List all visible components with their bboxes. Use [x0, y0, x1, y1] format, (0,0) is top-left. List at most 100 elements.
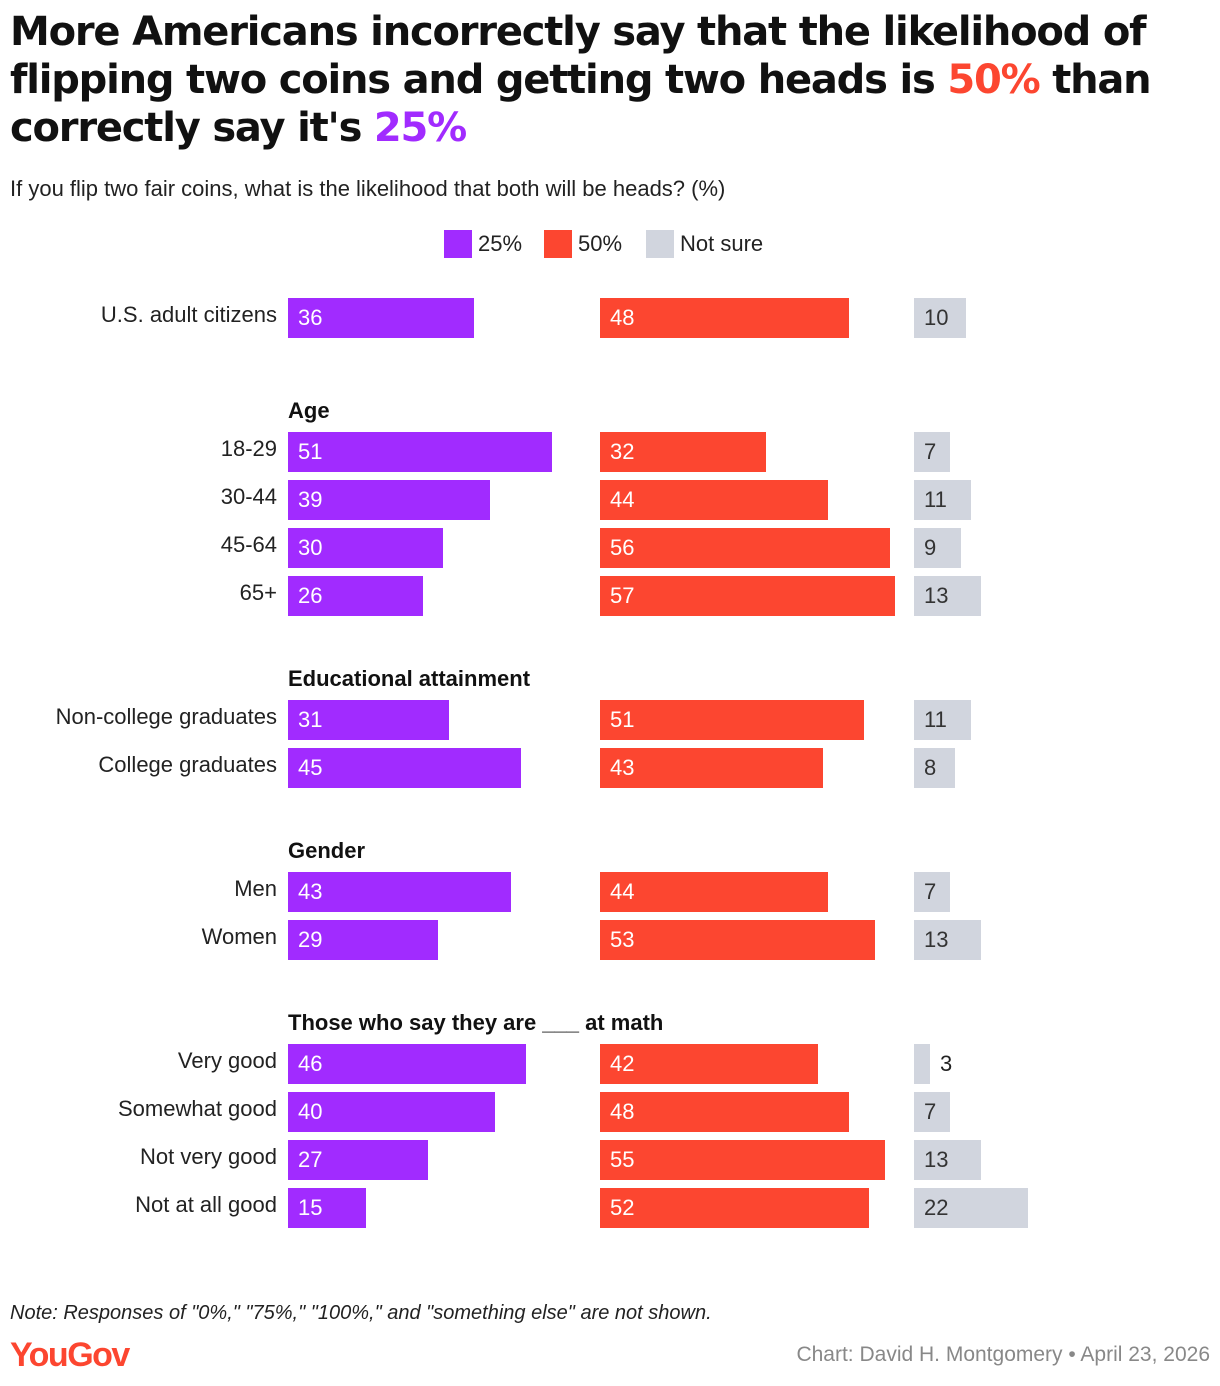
- row-label: Non-college graduates: [55, 704, 277, 729]
- bar-not-sure: [914, 1044, 930, 1084]
- legend-swatch-not-sure: [646, 230, 674, 258]
- section-title: Those who say they are ___ at math: [288, 1010, 664, 1035]
- bar-value-not-sure: 13: [924, 927, 949, 952]
- chart-credit: Chart: David H. Montgomery • April 23, 2…: [796, 1343, 1210, 1366]
- bar-value-not-sure: 13: [924, 583, 949, 608]
- bar-value-25: 36: [298, 305, 323, 330]
- bar-25: [288, 480, 490, 520]
- row-label: Men: [234, 876, 277, 901]
- bar-value-50: 53: [610, 927, 635, 952]
- bar-50: [600, 748, 823, 788]
- row-label: 18-29: [220, 436, 277, 461]
- yougov-logo: YouGov: [10, 1336, 130, 1374]
- bar-25: [288, 1092, 495, 1132]
- legend-swatch-25: [444, 230, 472, 258]
- bar-not-sure: [914, 700, 971, 740]
- legend-item-not-sure: Not sure: [646, 230, 763, 258]
- bar-not-sure: [914, 576, 981, 616]
- bar-value-50: 52: [610, 1195, 635, 1220]
- bar-50: [600, 1140, 885, 1180]
- bar-50: [600, 920, 875, 960]
- row-label: Very good: [177, 1048, 277, 1073]
- bar-value-50: 48: [610, 1099, 635, 1124]
- bar-value-50: 56: [610, 535, 635, 560]
- legend-item-25: 25%: [444, 230, 522, 258]
- bar-value-not-sure: 22: [924, 1195, 949, 1220]
- section-title: Educational attainment: [288, 666, 531, 691]
- bar-25: [288, 920, 438, 960]
- bar-value-not-sure: 11: [924, 487, 947, 512]
- bar-value-25: 46: [298, 1051, 323, 1076]
- bar-not-sure: [914, 528, 961, 568]
- bar-value-25: 43: [298, 879, 323, 904]
- bar-25: [288, 1044, 526, 1084]
- row-label: College graduates: [98, 752, 277, 777]
- bar-value-not-sure: 7: [924, 1099, 937, 1124]
- bar-value-25: 27: [298, 1147, 323, 1172]
- bar-value-not-sure: 11: [924, 707, 947, 732]
- bar-value-50: 48: [610, 305, 635, 330]
- bar-value-50: 42: [610, 1051, 635, 1076]
- bar-50: [600, 298, 849, 338]
- bar-50: [600, 1188, 869, 1228]
- bar-25: [288, 1188, 366, 1228]
- bar-not-sure: [914, 1092, 950, 1132]
- bar-value-50: 55: [610, 1147, 635, 1172]
- bar-50: [600, 432, 766, 472]
- bar-chart: U.S. adult citizens 36 48 10 Age 18-29 51 32 7 30…: [0, 280, 1220, 1280]
- bar-value-not-sure: 3: [940, 1051, 953, 1076]
- row-label: Somewhat good: [118, 1096, 277, 1121]
- bar-not-sure: [914, 480, 971, 520]
- bar-value-not-sure: 7: [924, 879, 937, 904]
- bar-25: [288, 748, 521, 788]
- bar-25: [288, 528, 443, 568]
- legend-label-25: 25%: [478, 231, 523, 256]
- bar-value-50: 32: [610, 439, 635, 464]
- bar-value-25: 51: [298, 439, 323, 464]
- bar-25: [288, 298, 474, 338]
- bar-25: [288, 432, 552, 472]
- bar-value-not-sure: 7: [924, 439, 937, 464]
- bar-not-sure: [914, 748, 955, 788]
- bar-value-not-sure: 13: [924, 1147, 949, 1172]
- bar-value-50: 43: [610, 755, 635, 780]
- bar-value-50: 51: [610, 707, 635, 732]
- bar-value-not-sure: 8: [924, 755, 937, 780]
- bar-25: [288, 872, 511, 912]
- bar-not-sure: [914, 920, 981, 960]
- bar-not-sure: [914, 298, 966, 338]
- bar-not-sure: [914, 1140, 981, 1180]
- title-highlight-25: 25%: [373, 105, 467, 151]
- footnote: Note: Responses of "0%," "75%," "100%," …: [10, 1302, 712, 1324]
- bar-50: [600, 872, 828, 912]
- bar-50: [600, 528, 890, 568]
- legend-item-50: 50%: [544, 230, 622, 258]
- row-label: 30-44: [220, 484, 277, 509]
- bar-50: [600, 1092, 849, 1132]
- bar-value-50: 44: [610, 879, 635, 904]
- bar-50: [600, 480, 828, 520]
- section-title: Gender: [288, 838, 366, 863]
- bar-value-not-sure: 9: [924, 535, 937, 560]
- bar-not-sure: [914, 872, 950, 912]
- bar-25: [288, 700, 449, 740]
- row-label: Women: [201, 924, 277, 949]
- bar-value-25: 30: [298, 535, 323, 560]
- bar-value-25: 39: [298, 487, 323, 512]
- bar-50: [600, 1044, 818, 1084]
- bar-not-sure: [914, 432, 950, 472]
- bar-value-25: 29: [298, 927, 323, 952]
- bar-value-25: 45: [298, 755, 323, 780]
- bar-value-25: 31: [298, 707, 323, 732]
- row-label: Not at all good: [135, 1192, 277, 1217]
- legend-label-50: 50%: [578, 231, 623, 256]
- section-title: Age: [288, 398, 330, 423]
- legend-swatch-50: [544, 230, 572, 258]
- row-label: Not very good: [140, 1144, 277, 1169]
- row-label: 45-64: [220, 532, 277, 557]
- bar-value-50: 44: [610, 487, 635, 512]
- chart-subtitle: If you flip two fair coins, what is the …: [10, 176, 726, 201]
- bar-25: [288, 576, 423, 616]
- bar-50: [600, 700, 864, 740]
- bar-value-50: 57: [610, 583, 635, 608]
